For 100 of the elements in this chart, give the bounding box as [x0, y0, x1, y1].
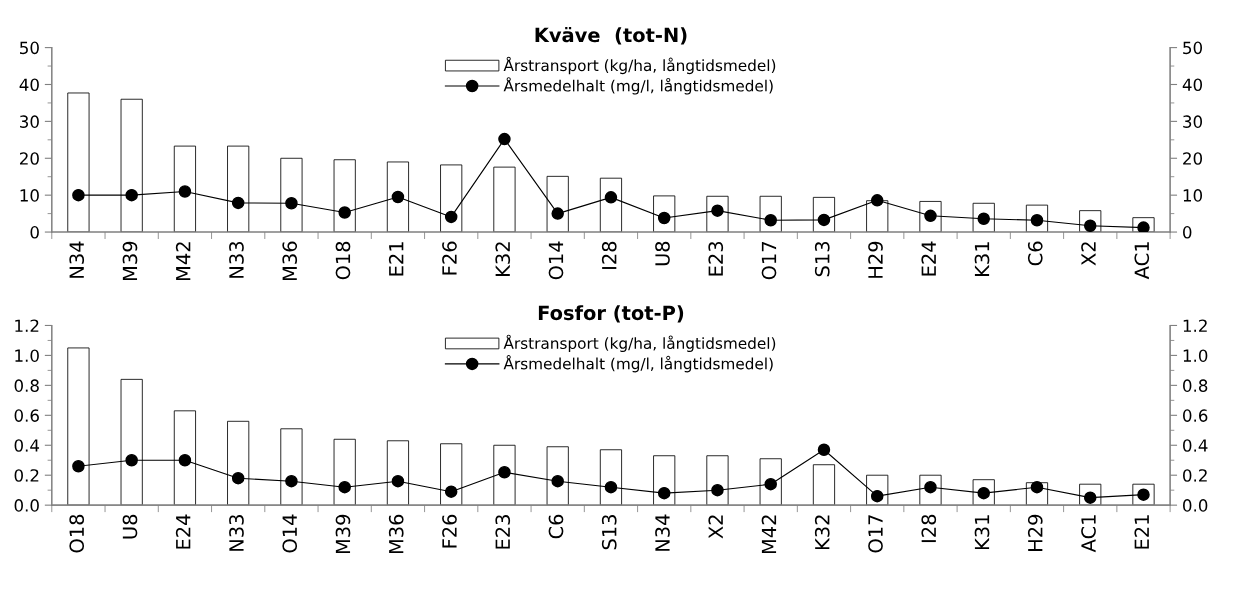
- point: [444, 210, 458, 224]
- y-tick-label: 30: [20, 115, 39, 128]
- x-tick-label: F26: [442, 241, 457, 275]
- x-tick-label: M42: [761, 515, 777, 554]
- legend-label: Årstransport (kg/ha, långtidsmedel): [503, 334, 776, 352]
- y2-tick-label: 0.8: [1183, 379, 1208, 392]
- y-tick-label: 0.2: [14, 469, 39, 482]
- x-tick-label: O18: [335, 241, 351, 280]
- chart-title: Fosfor (tot-P): [538, 305, 684, 323]
- y-tick-label: 50: [20, 41, 39, 55]
- x-tick-label: O18: [69, 514, 85, 553]
- point: [498, 465, 511, 479]
- x-tick-label: O14: [282, 514, 298, 553]
- x-tick-label: H29: [868, 241, 883, 278]
- x-tick-label: AC1: [1081, 515, 1096, 553]
- x-tick-label: N33: [229, 241, 244, 278]
- point: [604, 480, 618, 494]
- x-tick-label: K32: [495, 242, 511, 276]
- y-tick-label: 1.0: [15, 349, 39, 362]
- legend-label: Årstransport (kg/ha, långtidsmedel): [503, 56, 776, 75]
- chart-title: Kväve (tot-N): [535, 27, 687, 45]
- point: [870, 194, 884, 207]
- point: [285, 197, 298, 210]
- x-tick-label: C6: [548, 514, 564, 539]
- x-tick-label: I28: [601, 241, 617, 269]
- point: [285, 474, 298, 488]
- x-tick-label: H29: [1027, 514, 1043, 551]
- x-tick-label: M39: [122, 241, 138, 280]
- x-tick-label: X2: [1081, 242, 1096, 266]
- x-tick-label: C6: [1027, 241, 1043, 266]
- x-tick-label: E23: [708, 241, 724, 276]
- point: [817, 443, 831, 457]
- point: [498, 132, 511, 146]
- point: [551, 474, 564, 488]
- y2-tick-label: 1.2: [1183, 319, 1207, 332]
- x-tick-label: M39: [335, 514, 351, 554]
- point: [657, 486, 671, 500]
- y2-tick-label: 40: [1182, 78, 1203, 92]
- point: [338, 206, 351, 219]
- point: [551, 207, 564, 220]
- x-tick-label: K31: [974, 242, 990, 276]
- legend-label: Årsmedelhalt (mg/l, långtidsmedel): [503, 77, 773, 95]
- point: [125, 453, 138, 467]
- y2-tick-label: 20: [1183, 152, 1203, 165]
- y-tick-label: 0.0: [14, 499, 39, 512]
- y2-tick-label: 0.2: [1183, 469, 1207, 482]
- y2-tick-label: 0.0: [1183, 499, 1208, 512]
- point: [711, 483, 724, 497]
- y-tick-label: 0.8: [14, 379, 39, 392]
- point: [391, 474, 405, 488]
- x-tick-label: O17: [868, 515, 883, 553]
- point: [231, 471, 245, 485]
- x-tick-label: N33: [229, 515, 244, 551]
- x-tick-label: U8: [122, 514, 138, 539]
- x-tick-label: S13: [814, 241, 830, 277]
- x-tick-label: O17: [761, 242, 777, 280]
- y-tick-label: 40: [19, 78, 39, 92]
- point: [72, 459, 85, 473]
- bar: [493, 166, 516, 233]
- x-tick-label: F26: [442, 514, 457, 548]
- y2-tick-label: 0: [1183, 226, 1192, 239]
- bar: [812, 464, 836, 506]
- x-tick-label: E24: [921, 241, 936, 276]
- x-tick-label: K32: [814, 515, 830, 550]
- y-tick-label: 0: [30, 226, 39, 239]
- x-tick-label: U8: [655, 241, 670, 266]
- point: [391, 190, 405, 204]
- x-tick-label: M42: [175, 242, 191, 280]
- point: [125, 188, 138, 202]
- y2-tick-label: 10: [1183, 189, 1203, 202]
- point: [178, 453, 192, 467]
- y2-tick-label: 0.4: [1183, 439, 1208, 452]
- point: [338, 480, 351, 494]
- x-tick-label: E23: [495, 515, 511, 549]
- x-tick-label: O14: [548, 241, 564, 280]
- x-tick-label: K31: [974, 515, 990, 550]
- x-tick-label: M36: [282, 241, 298, 280]
- x-tick-label: E21: [1134, 515, 1149, 549]
- y2-tick-label: 1.0: [1183, 349, 1208, 362]
- x-tick-label: E21: [388, 242, 404, 276]
- y2-tick-label: 50: [1183, 41, 1203, 55]
- x-tick-label: X2: [708, 515, 723, 539]
- point: [72, 188, 85, 202]
- x-tick-label: E24: [175, 514, 191, 549]
- x-tick-label: N34: [655, 514, 670, 551]
- point: [444, 485, 458, 498]
- x-tick-label: I28: [921, 514, 937, 543]
- y-tick-label: 0.4: [14, 439, 40, 452]
- x-tick-label: S13: [601, 515, 617, 550]
- point: [178, 185, 192, 198]
- y2-tick-label: 30: [1183, 115, 1203, 128]
- y2-tick-label: 0.6: [1183, 409, 1208, 422]
- y-tick-label: 20: [19, 152, 39, 165]
- y-tick-label: 10: [20, 189, 39, 202]
- point: [231, 196, 245, 210]
- x-tick-label: N34: [69, 241, 85, 278]
- y-tick-label: 0.6: [14, 409, 39, 422]
- x-tick-label: AC1: [1134, 242, 1150, 280]
- legend-label: Årsmedelhalt (mg/l, långtidsmedel): [503, 355, 773, 373]
- x-tick-label: M36: [388, 514, 404, 554]
